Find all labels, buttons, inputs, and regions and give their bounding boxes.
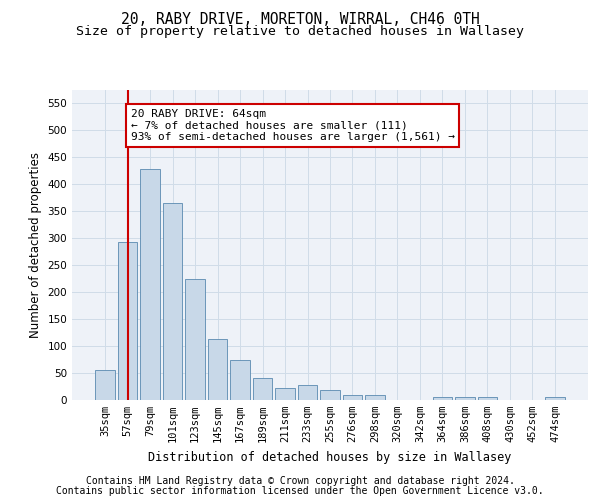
- Bar: [298, 385, 317, 400]
- Bar: [320, 390, 340, 400]
- Text: Distribution of detached houses by size in Wallasey: Distribution of detached houses by size …: [148, 451, 512, 464]
- Bar: [253, 378, 272, 400]
- Text: Contains HM Land Registry data © Crown copyright and database right 2024.: Contains HM Land Registry data © Crown c…: [86, 476, 514, 486]
- Bar: [208, 339, 227, 400]
- Bar: [118, 242, 137, 400]
- Bar: [230, 360, 250, 400]
- Bar: [185, 278, 205, 400]
- Bar: [433, 398, 452, 400]
- Bar: [365, 394, 385, 400]
- Text: 20, RABY DRIVE, MORETON, WIRRAL, CH46 0TH: 20, RABY DRIVE, MORETON, WIRRAL, CH46 0T…: [121, 12, 479, 28]
- Bar: [343, 394, 362, 400]
- Bar: [275, 388, 295, 400]
- Text: 20 RABY DRIVE: 64sqm
← 7% of detached houses are smaller (111)
93% of semi-detac: 20 RABY DRIVE: 64sqm ← 7% of detached ho…: [131, 109, 455, 142]
- Text: Contains public sector information licensed under the Open Government Licence v3: Contains public sector information licen…: [56, 486, 544, 496]
- Bar: [95, 370, 115, 400]
- Bar: [140, 170, 160, 400]
- Text: Size of property relative to detached houses in Wallasey: Size of property relative to detached ho…: [76, 25, 524, 38]
- Bar: [455, 398, 475, 400]
- Y-axis label: Number of detached properties: Number of detached properties: [29, 152, 42, 338]
- Bar: [478, 398, 497, 400]
- Bar: [163, 203, 182, 400]
- Bar: [545, 398, 565, 400]
